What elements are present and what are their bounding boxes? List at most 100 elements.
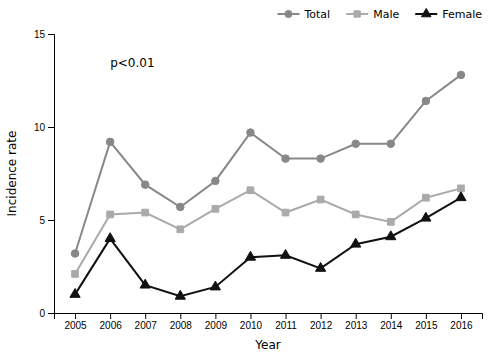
series-marker	[107, 211, 114, 218]
y-axis: 0 5 10 15	[34, 29, 55, 319]
legend-marker	[421, 8, 431, 16]
x-tick-label: 2010	[240, 320, 263, 331]
series-marker	[210, 281, 220, 290]
x-tick: 2007	[135, 313, 158, 331]
series-marker	[142, 209, 149, 216]
x-tick-mark	[461, 313, 462, 319]
x-tick-mark	[286, 313, 287, 319]
legend-item: Male	[346, 8, 399, 21]
x-tick-label: 2013	[345, 320, 368, 331]
y-tick-mark	[48, 220, 54, 221]
x-tick: 2009	[205, 313, 228, 331]
marks	[70, 71, 466, 299]
y-tick-label: 15	[34, 29, 46, 40]
x-tick: 2016	[450, 313, 473, 331]
series	[72, 185, 465, 277]
series-marker	[245, 251, 255, 260]
x-tick-label: 2015	[415, 320, 438, 331]
x-tick-mark	[356, 313, 357, 319]
x-tick: 2015	[415, 313, 438, 331]
legend-label: Male	[373, 8, 399, 21]
series-marker	[317, 196, 324, 203]
series-marker	[106, 138, 114, 146]
series-marker	[247, 129, 255, 137]
y-tick: 5	[39, 215, 54, 226]
y-tick: 0	[39, 308, 54, 319]
x-tick: 2010	[240, 313, 263, 331]
annotation: p<0.01	[110, 56, 154, 70]
series-marker	[386, 231, 396, 240]
x-tick-mark	[110, 313, 111, 319]
chart: 2005 2006 2007 2008 2009 2010 2011 2012 2013 2014…	[0, 0, 500, 357]
series-marker	[177, 203, 185, 211]
series-marker	[282, 155, 290, 163]
x-tick-label: 2016	[450, 320, 473, 331]
y-tick: 15	[34, 29, 54, 40]
series-marker	[282, 209, 289, 216]
series-marker	[422, 97, 430, 105]
y-tick-mark	[48, 34, 54, 35]
x-tick-mark	[215, 313, 216, 319]
x-tick: 2006	[100, 313, 123, 331]
series	[70, 192, 466, 299]
series-marker	[247, 187, 254, 194]
legend-item: Female	[415, 8, 482, 21]
x-tick-label: 2011	[275, 320, 297, 331]
legend-marker	[354, 11, 360, 17]
x-tick-mark	[180, 313, 181, 319]
series-marker	[456, 192, 466, 201]
x-tick-label: 2008	[170, 320, 193, 331]
x-tick-label: 2012	[310, 320, 333, 331]
series-marker	[71, 250, 79, 258]
series-line	[75, 198, 461, 297]
y-tick-label: 0	[39, 308, 45, 319]
x-axis-title: Year	[254, 338, 280, 352]
series-marker	[177, 226, 184, 233]
series-marker	[316, 262, 326, 271]
series-marker	[317, 155, 325, 163]
legend-item: Total	[277, 8, 330, 21]
y-tick-mark	[48, 127, 54, 128]
x-tick: 2008	[170, 313, 193, 331]
series-marker	[70, 289, 80, 298]
x-tick-label: 2005	[64, 320, 87, 331]
x-tick-label: 2009	[205, 320, 228, 331]
x-tick-mark	[321, 313, 322, 319]
x-axis-line	[55, 314, 483, 320]
x-tick: 2013	[345, 313, 368, 331]
series-marker	[212, 177, 220, 185]
series-marker	[352, 211, 359, 218]
y-tick: 10	[34, 122, 54, 133]
y-tick-mark	[48, 313, 54, 314]
series-marker	[105, 233, 115, 242]
series-marker	[387, 140, 395, 148]
x-axis: 2005 2006 2007 2008 2009 2010 2011 2012 2013 2014…	[55, 313, 483, 331]
y-axis-line	[48, 35, 55, 314]
x-tick-mark	[145, 313, 146, 319]
series-marker	[457, 71, 465, 79]
x-tick-label: 2006	[100, 320, 123, 331]
legend-label: Total	[303, 8, 330, 21]
series-marker	[352, 140, 360, 148]
x-tick: 2012	[310, 313, 333, 331]
series-marker	[175, 290, 185, 299]
legend-marker	[285, 10, 292, 17]
x-tick-label: 2014	[380, 320, 403, 331]
legend-label: Female	[442, 8, 482, 21]
series-marker	[280, 249, 290, 258]
series-marker	[387, 219, 394, 226]
series-marker	[458, 185, 465, 192]
series-marker	[141, 181, 149, 189]
y-tick-label: 10	[34, 122, 46, 133]
series-marker	[421, 212, 431, 221]
series-marker	[423, 194, 430, 201]
series-marker	[72, 271, 79, 278]
x-tick-mark	[250, 313, 251, 319]
series-marker	[351, 238, 361, 247]
x-tick: 2005	[64, 313, 87, 331]
x-tick-mark	[75, 313, 76, 319]
series-marker	[212, 205, 219, 212]
x-tick-mark	[426, 313, 427, 319]
x-tick-mark	[391, 313, 392, 319]
x-tick: 2014	[380, 313, 403, 331]
